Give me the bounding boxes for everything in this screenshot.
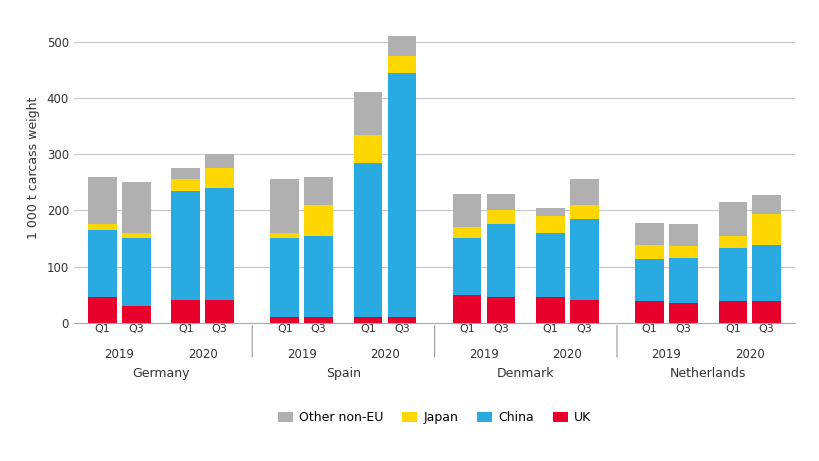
Bar — [486, 297, 514, 323]
Bar — [354, 135, 382, 163]
Bar — [635, 301, 663, 323]
Bar — [752, 214, 781, 245]
Bar — [122, 233, 151, 238]
Bar — [171, 168, 200, 179]
Bar — [752, 245, 781, 301]
Text: Germany: Germany — [132, 367, 189, 380]
Bar — [635, 223, 663, 245]
Bar — [304, 317, 333, 323]
Bar — [354, 163, 382, 317]
Bar — [717, 202, 746, 236]
Text: 2020: 2020 — [734, 348, 764, 361]
Bar — [354, 317, 382, 323]
Bar — [536, 216, 564, 233]
Text: Denmark: Denmark — [496, 367, 554, 380]
Bar — [635, 245, 663, 259]
Text: 2020: 2020 — [188, 348, 217, 361]
Bar — [304, 205, 333, 236]
Bar — [205, 168, 233, 188]
Bar — [88, 177, 116, 225]
Text: Spain: Spain — [325, 367, 360, 380]
Bar — [88, 230, 116, 297]
Bar — [205, 154, 233, 168]
Bar — [569, 219, 598, 300]
Bar — [270, 238, 299, 317]
Text: 2019: 2019 — [468, 348, 499, 361]
Bar — [486, 225, 514, 297]
Bar — [354, 93, 382, 135]
Bar — [717, 301, 746, 323]
Bar — [668, 258, 697, 303]
Bar — [536, 233, 564, 297]
Text: Netherlands: Netherlands — [669, 367, 745, 380]
Bar — [304, 236, 333, 317]
Bar — [387, 317, 416, 323]
Bar — [205, 300, 233, 323]
Bar — [88, 225, 116, 230]
Bar — [569, 205, 598, 219]
Bar — [536, 297, 564, 323]
Text: 2019: 2019 — [104, 348, 134, 361]
Bar — [452, 238, 481, 295]
Bar — [171, 179, 200, 191]
Bar — [387, 36, 416, 56]
Bar — [569, 179, 598, 205]
Bar — [387, 56, 416, 73]
Bar — [270, 179, 299, 233]
Bar — [452, 295, 481, 323]
Bar — [668, 225, 697, 246]
Bar — [536, 207, 564, 216]
Bar — [88, 297, 116, 323]
Bar — [717, 248, 746, 301]
Bar — [171, 191, 200, 300]
Bar — [752, 195, 781, 214]
Bar — [270, 317, 299, 323]
Legend: Other non-EU, Japan, China, UK: Other non-EU, Japan, China, UK — [273, 406, 595, 429]
Bar — [668, 303, 697, 323]
Bar — [205, 188, 233, 300]
Bar — [452, 194, 481, 227]
Text: 2019: 2019 — [287, 348, 316, 361]
Bar — [569, 300, 598, 323]
Bar — [270, 233, 299, 238]
Bar — [387, 73, 416, 317]
Y-axis label: 1 000 t carcass weight: 1 000 t carcass weight — [27, 97, 39, 239]
Bar — [668, 246, 697, 258]
Text: 2019: 2019 — [651, 348, 681, 361]
Bar — [717, 236, 746, 248]
Bar — [122, 306, 151, 323]
Bar — [171, 300, 200, 323]
Bar — [304, 177, 333, 205]
Bar — [452, 227, 481, 238]
Text: 2020: 2020 — [369, 348, 400, 361]
Bar — [752, 301, 781, 323]
Bar — [122, 182, 151, 233]
Text: 2020: 2020 — [552, 348, 581, 361]
Bar — [635, 259, 663, 301]
Bar — [486, 210, 514, 225]
Bar — [486, 194, 514, 210]
Bar — [122, 238, 151, 306]
